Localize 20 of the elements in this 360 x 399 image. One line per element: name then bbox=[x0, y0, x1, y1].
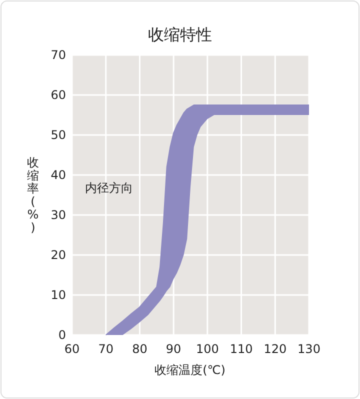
y-tick-label: 70 bbox=[50, 48, 66, 62]
x-tick-label: 100 bbox=[196, 342, 219, 356]
x-tick-label: 130 bbox=[298, 342, 320, 356]
y-tick-label: 30 bbox=[50, 208, 66, 222]
y-tick-label: 0 bbox=[58, 328, 66, 342]
y-tick-label: 50 bbox=[50, 128, 66, 142]
x-tick-label: 60 bbox=[64, 342, 80, 356]
y-tick-label: 60 bbox=[50, 88, 66, 102]
y-tick-label: 20 bbox=[50, 248, 66, 262]
x-tick-label: 110 bbox=[230, 342, 253, 356]
y-tick-label: 10 bbox=[50, 288, 66, 302]
x-tick-label: 120 bbox=[264, 342, 287, 356]
x-tick-label: 80 bbox=[132, 342, 148, 356]
x-tick-label: 70 bbox=[98, 342, 114, 356]
y-tick-label: 40 bbox=[50, 168, 66, 182]
annotation: 内径方向 bbox=[85, 181, 133, 195]
x-axis-title: 收缩温度(℃) bbox=[154, 363, 226, 377]
x-tick-label: 90 bbox=[166, 342, 182, 356]
y-axis-title: 收缩率(%) bbox=[27, 156, 39, 234]
chart-title: 收缩特性 bbox=[148, 25, 212, 44]
